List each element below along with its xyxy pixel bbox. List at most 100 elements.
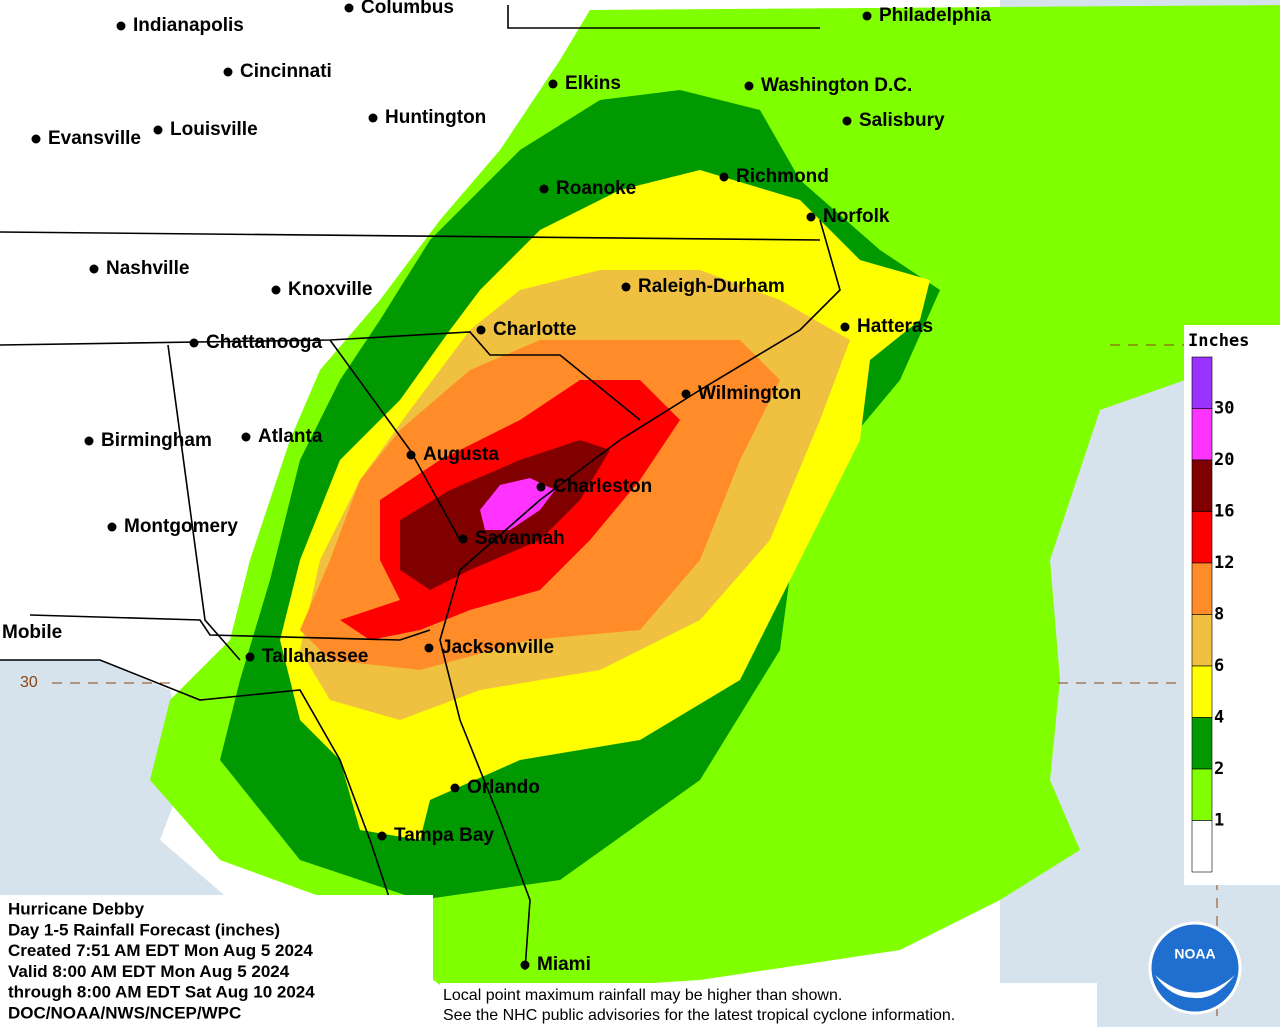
city-dot [245, 652, 255, 662]
city-label: Philadelphia [879, 5, 991, 26]
info-line: Hurricane Debby [8, 899, 145, 918]
city-label: Louisville [170, 119, 258, 140]
city-label: Nashville [106, 258, 189, 279]
city-label: Evansville [48, 128, 141, 149]
state-line [0, 331, 641, 421]
city-label: Norfolk [823, 206, 890, 227]
info-line: Valid 8:00 AM EDT Mon Aug 5 2024 [8, 962, 290, 981]
info-line: DOC/NOAA/NWS/NCEP/WPC [8, 1003, 241, 1022]
city-dot [842, 116, 852, 126]
cities: Indianapolis Columbus Cincinnati Louisville… [2, 0, 991, 975]
info: Hurricane Debby Day 1-5 Rainfall Forecast… [8, 899, 315, 1022]
state-line [329, 339, 461, 541]
city-dot [621, 282, 631, 292]
rainfall-bands [150, 5, 1280, 990]
city-label: Roanoke [556, 178, 636, 199]
legend-label: 12 [1214, 553, 1234, 573]
city-label: Richmond [736, 166, 829, 187]
city-label: Jacksonville [441, 637, 554, 658]
city-label: Cincinnati [240, 61, 332, 82]
legend-swatch [1191, 459, 1213, 512]
legend-swatch [1191, 717, 1213, 770]
info-box [0, 895, 433, 1027]
city-label: Hatteras [857, 316, 933, 337]
legend-label: 30 [1214, 399, 1234, 419]
legend-title: Inches [1188, 331, 1249, 351]
city-dot [458, 534, 468, 544]
city-dot [840, 322, 850, 332]
legend-label: 2 [1214, 759, 1224, 779]
legend-label: 20 [1214, 450, 1234, 470]
city-dot [377, 831, 387, 841]
city-dot [223, 67, 233, 77]
state-line [507, 5, 820, 29]
legend-label: 4 [1214, 708, 1224, 728]
city-label: Atlanta [258, 426, 323, 447]
legend-label: 16 [1214, 502, 1234, 522]
city-label: Charlotte [493, 319, 576, 340]
legend-label: 8 [1214, 605, 1224, 625]
note-box [440, 983, 1097, 1027]
borders [0, 5, 841, 971]
logo-circle [1148, 921, 1242, 1015]
info-line: Day 1-5 Rainfall Forecast (inches) [8, 920, 280, 939]
city-dot [539, 184, 549, 194]
city-label: Miami [537, 954, 591, 975]
legend-swatch [1191, 562, 1213, 615]
note-line: Local point maximum rainfall may be high… [443, 987, 842, 1004]
city-label: Birmingham [101, 430, 212, 451]
city-dot [450, 783, 460, 793]
city-dot [107, 522, 117, 532]
city-label: Huntington [385, 107, 486, 128]
city-dot [548, 79, 558, 89]
legend-swatch [1191, 820, 1213, 873]
legend-swatch [1191, 768, 1213, 821]
note: Local point maximum rainfall may be high… [443, 987, 955, 1024]
city-label: Knoxville [288, 279, 372, 300]
legend-swatch [1191, 356, 1213, 409]
city-dot [116, 21, 126, 31]
logo-text: NOAA [1174, 946, 1215, 962]
city-dot [536, 482, 546, 492]
legend-swatch [1191, 511, 1213, 564]
coastline [439, 219, 841, 971]
legend-label: 1 [1214, 811, 1224, 831]
logo-wave [1155, 975, 1235, 999]
city-dot [744, 81, 754, 91]
city-label: Tallahassee [262, 646, 368, 667]
state-line [0, 231, 821, 241]
noaa-logo: NOAA [1148, 921, 1242, 1015]
city-label: Montgomery [124, 516, 238, 537]
city-dot [271, 285, 281, 295]
city-label: Augusta [423, 444, 499, 465]
latitude-label: 30 [20, 674, 38, 691]
city-label: Orlando [467, 777, 540, 798]
city-dot [344, 3, 354, 13]
city-label: Washington D.C. [761, 75, 912, 96]
info-line: through 8:00 AM EDT Sat Aug 10 2024 [8, 983, 315, 1002]
note-line: See the NHC public advisories for the la… [443, 1007, 955, 1024]
legend-swatch [1191, 408, 1213, 461]
city-dot [406, 450, 416, 460]
city-label: Charleston [553, 476, 652, 497]
city-label: Raleigh-Durham [638, 276, 785, 297]
city-dot [520, 960, 530, 970]
city-dot [368, 113, 378, 123]
city-dot [189, 338, 199, 348]
legend-swatch [1191, 614, 1213, 667]
city-label: Indianapolis [133, 15, 244, 36]
city-dot [862, 11, 872, 21]
legend: 30 20 16 12 8 6 4 2 1 [1191, 356, 1234, 873]
state-line [29, 614, 431, 641]
info-line: Created 7:51 AM EDT Mon Aug 5 2024 [8, 941, 313, 960]
city-dot [424, 643, 434, 653]
city-dot [681, 389, 691, 399]
city-label: Wilmington [698, 383, 801, 404]
city-dot [89, 264, 99, 274]
city-label: Mobile [2, 622, 62, 643]
city-label: Columbus [361, 0, 454, 18]
city-dot [241, 432, 251, 442]
city-dot [719, 172, 729, 182]
